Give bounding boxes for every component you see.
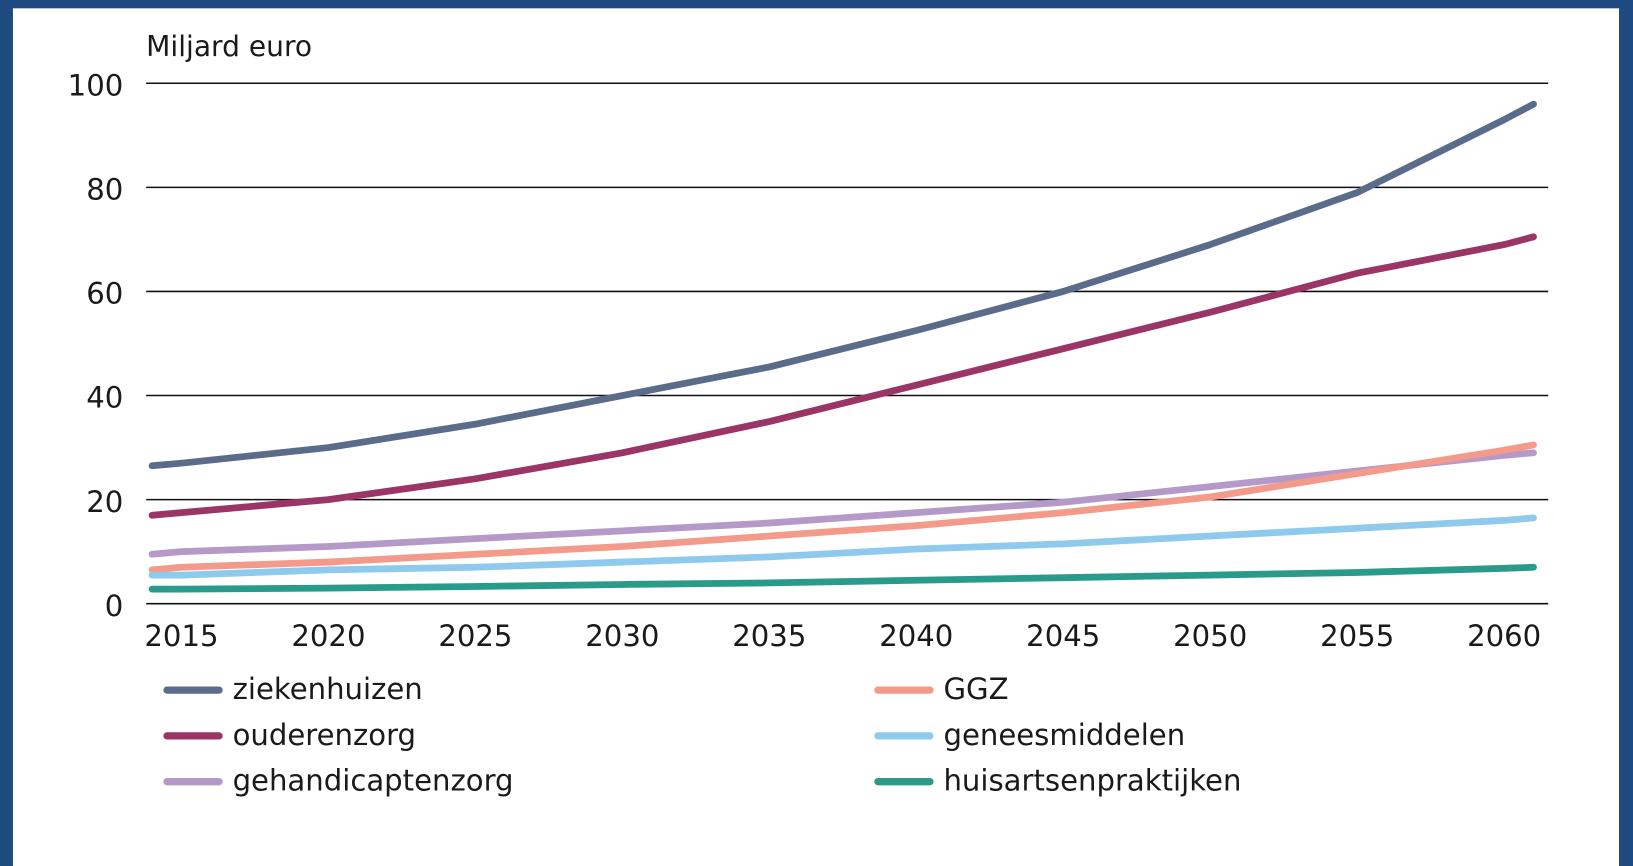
x-tick-label: 2040 bbox=[879, 619, 953, 653]
x-tick-label: 2045 bbox=[1026, 619, 1100, 653]
legend-label: ouderenzorg bbox=[233, 718, 416, 752]
x-tick-label: 2025 bbox=[438, 619, 512, 653]
x-tick-label: 2055 bbox=[1320, 619, 1394, 653]
x-tick-label: 2015 bbox=[144, 619, 218, 653]
y-tick-label: 20 bbox=[86, 485, 123, 519]
x-tick-label: 2020 bbox=[291, 619, 365, 653]
y-tick-label: 40 bbox=[86, 381, 123, 415]
legend-label: GGZ bbox=[943, 672, 1008, 706]
y-tick-label: 100 bbox=[68, 68, 124, 102]
y-tick-label: 80 bbox=[86, 173, 123, 207]
series-line bbox=[148, 441, 1537, 574]
legend-label: gehandicaptenzorg bbox=[233, 764, 514, 798]
series-line bbox=[148, 233, 1537, 519]
series-line bbox=[148, 100, 1537, 470]
series-line bbox=[148, 514, 1537, 579]
x-tick-label: 2050 bbox=[1173, 619, 1247, 653]
x-tick-label: 2060 bbox=[1467, 619, 1541, 653]
legend-label: ziekenhuizen bbox=[233, 672, 423, 706]
y-tick-label: 60 bbox=[86, 277, 123, 311]
plot-background bbox=[12, 8, 1620, 866]
legend-label: huisartsenpraktijken bbox=[943, 764, 1241, 798]
x-tick-label: 2030 bbox=[585, 619, 659, 653]
x-tick-label: 2035 bbox=[732, 619, 806, 653]
y-axis-label: Miljard euro bbox=[146, 30, 312, 63]
y-tick-label: 0 bbox=[105, 589, 124, 623]
legend-label: geneesmiddelen bbox=[943, 718, 1185, 752]
series-line bbox=[148, 563, 1537, 593]
